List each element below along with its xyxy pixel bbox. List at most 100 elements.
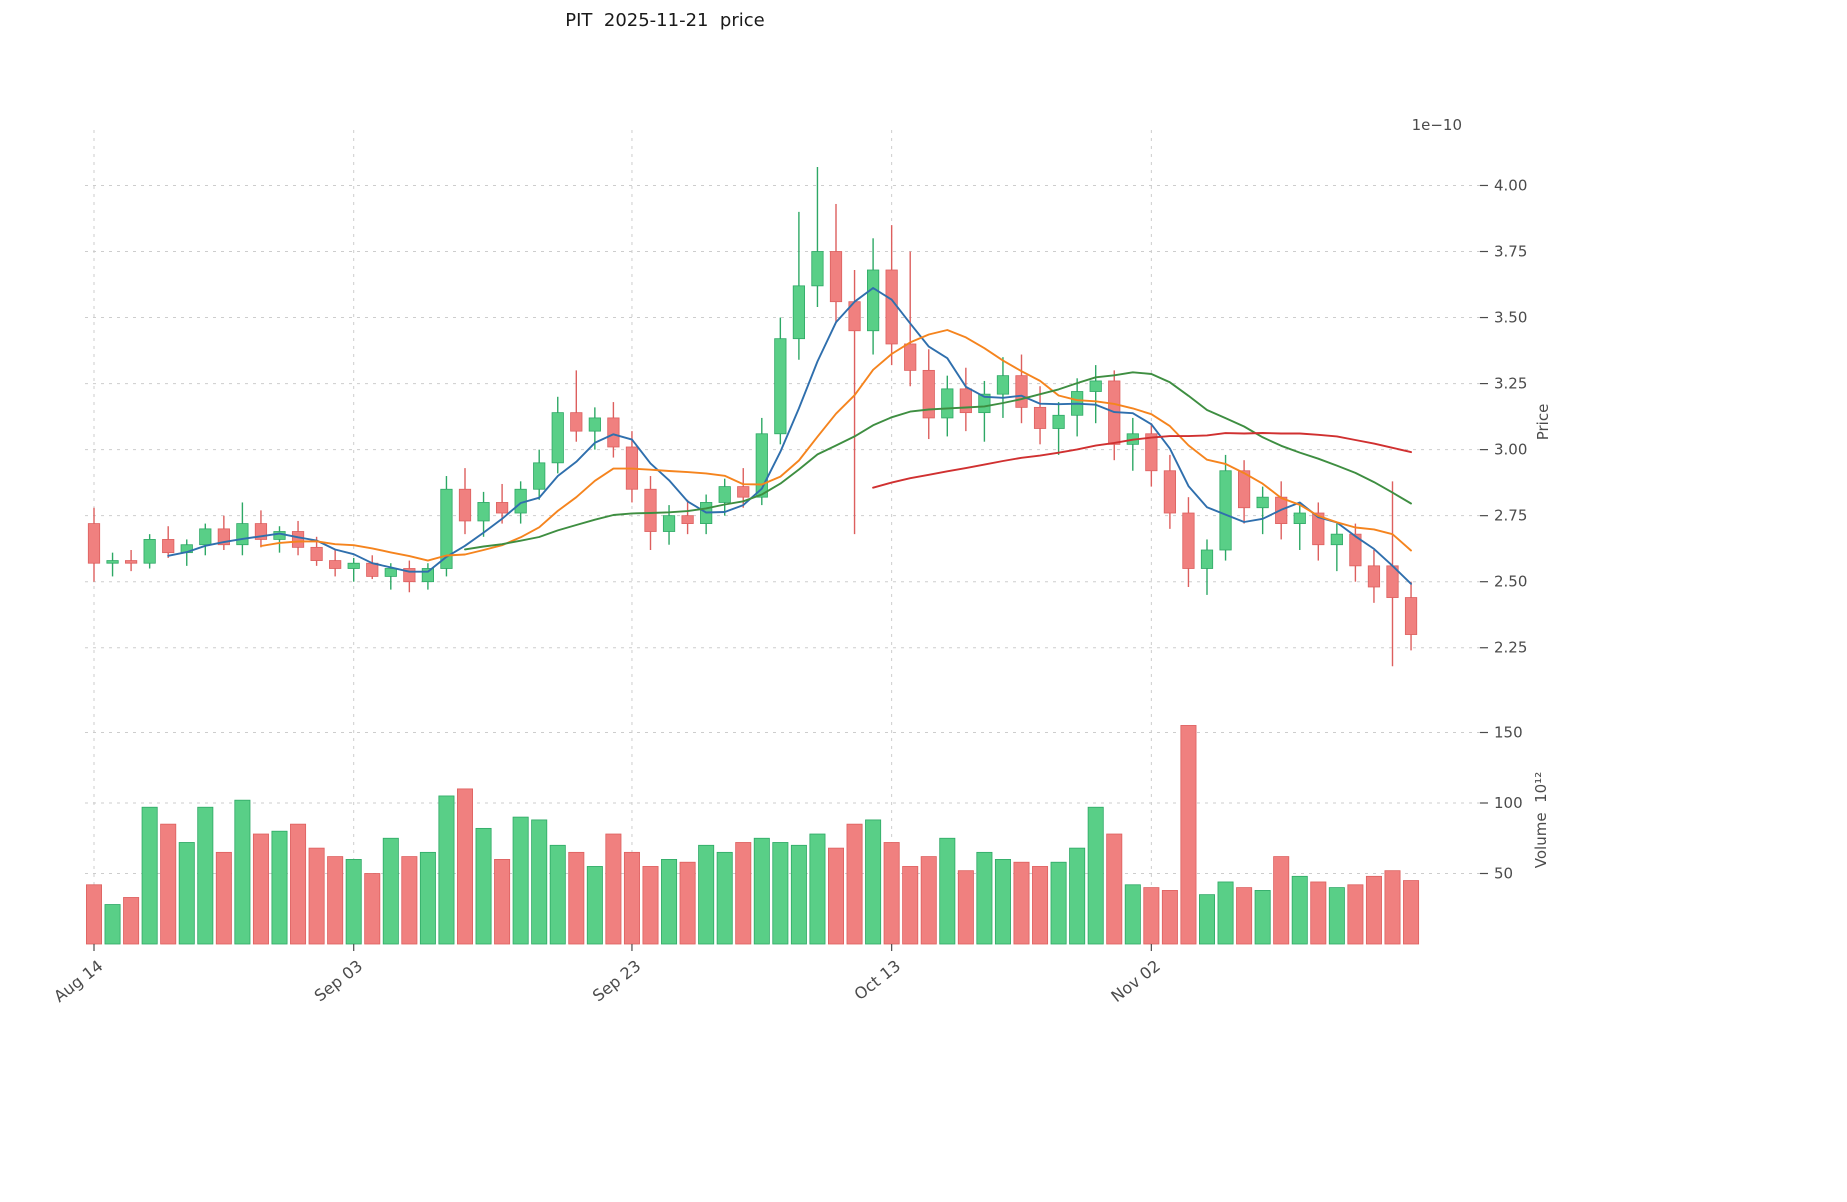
ma-line-10 — [260, 329, 1412, 562]
volume-bar — [401, 856, 418, 945]
volume-bar — [1161, 890, 1178, 945]
x-tick-label: Sep 23 — [589, 956, 645, 1005]
volume-bar — [1403, 880, 1420, 945]
candle-body — [254, 523, 268, 540]
volume-bar — [1087, 806, 1104, 945]
price-axis-offset-label: 1e−10 — [1411, 116, 1462, 134]
volume-bar — [215, 851, 232, 945]
candle-body — [291, 531, 305, 548]
volume-bar — [883, 842, 900, 945]
volume-bar — [902, 866, 919, 945]
volume-bar — [1217, 881, 1234, 945]
candle-body — [1219, 470, 1232, 551]
candle-body — [570, 412, 583, 432]
candle-body — [1367, 565, 1381, 588]
candle-body — [87, 523, 101, 564]
volume-bar — [419, 851, 436, 945]
candle-body — [588, 417, 601, 432]
candle-body — [1349, 533, 1362, 567]
candle-body — [774, 338, 787, 435]
volume-bar — [1013, 861, 1030, 945]
volume-bar — [178, 842, 195, 945]
volume-tick-label: 150 — [1494, 724, 1523, 742]
volume-bar — [531, 819, 548, 945]
volume-bar — [252, 833, 269, 945]
volume-bar — [735, 842, 752, 945]
candle-body — [904, 343, 917, 371]
volume-bar — [1273, 856, 1290, 945]
volume-bar — [1069, 847, 1086, 945]
candle-body — [551, 412, 564, 464]
price-tick-label: 2.25 — [1494, 639, 1527, 657]
candle-body — [978, 393, 991, 414]
volume-bar — [475, 827, 492, 945]
volume-bar — [1124, 884, 1141, 945]
volume-bar — [123, 897, 140, 945]
volume-bar — [586, 866, 603, 945]
volume-bar — [642, 866, 659, 945]
candle-body — [106, 560, 119, 564]
candle-body — [199, 528, 212, 546]
volume-bar — [939, 837, 956, 945]
price-tick-label: 2.50 — [1494, 573, 1527, 591]
volume-bar — [809, 833, 826, 945]
candle-body — [885, 269, 898, 345]
volume-bar — [1032, 866, 1049, 945]
candle-body — [1200, 549, 1214, 569]
candle-body — [959, 388, 972, 414]
candle-body — [996, 375, 1010, 395]
candle-body — [533, 462, 546, 490]
volume-bar — [364, 873, 381, 945]
candle-body — [644, 488, 657, 532]
price-tick-label: 3.75 — [1494, 243, 1527, 261]
volume-bar — [1291, 875, 1308, 945]
volume-bar — [141, 806, 158, 945]
volume-bar — [1050, 861, 1067, 945]
volume-bar — [957, 870, 974, 945]
volume-bar — [698, 844, 715, 945]
x-tick-label: Sep 03 — [311, 956, 367, 1005]
candle-body — [366, 562, 379, 577]
ma-line-5 — [167, 287, 1412, 585]
candle-body — [792, 285, 806, 340]
volume-bar — [456, 788, 473, 945]
candle-body — [495, 502, 509, 514]
price-tick-label: 2.75 — [1494, 507, 1527, 525]
candle-body — [867, 269, 880, 332]
volume-bar — [382, 837, 399, 945]
candle-body — [1015, 375, 1028, 408]
volume-tick-label: 100 — [1494, 794, 1523, 812]
price-axis-label: Price — [1534, 403, 1552, 441]
volume-bar — [86, 884, 103, 945]
candle-body — [1256, 496, 1269, 509]
candle-body — [1033, 406, 1047, 429]
candle-body — [829, 251, 843, 303]
volume-bar — [976, 851, 993, 945]
volume-bar — [1180, 725, 1197, 945]
volume-bar — [1384, 870, 1401, 945]
candle-body — [217, 528, 230, 546]
candle-body — [681, 515, 694, 524]
volume-bar — [753, 837, 770, 945]
candle-body — [384, 568, 397, 577]
volume-bar — [290, 823, 307, 945]
volume-bar — [1236, 887, 1253, 945]
volume-bar — [494, 859, 511, 945]
volume-bar — [104, 904, 121, 945]
volume-bar — [327, 856, 344, 945]
candle-body — [1052, 414, 1065, 429]
candle-body — [1163, 470, 1176, 514]
volume-bar — [679, 861, 696, 945]
volume-bar — [1143, 887, 1160, 945]
volume-bar — [828, 847, 845, 945]
candle-body — [1293, 512, 1306, 524]
candle-body — [440, 488, 453, 569]
candle-body — [1238, 470, 1251, 509]
volume-bar — [865, 819, 882, 945]
volume-bar — [160, 823, 177, 945]
volume-bar — [1199, 894, 1216, 945]
volume-bar — [716, 851, 733, 945]
volume-bar — [1310, 881, 1327, 945]
candle-body — [1404, 597, 1418, 635]
